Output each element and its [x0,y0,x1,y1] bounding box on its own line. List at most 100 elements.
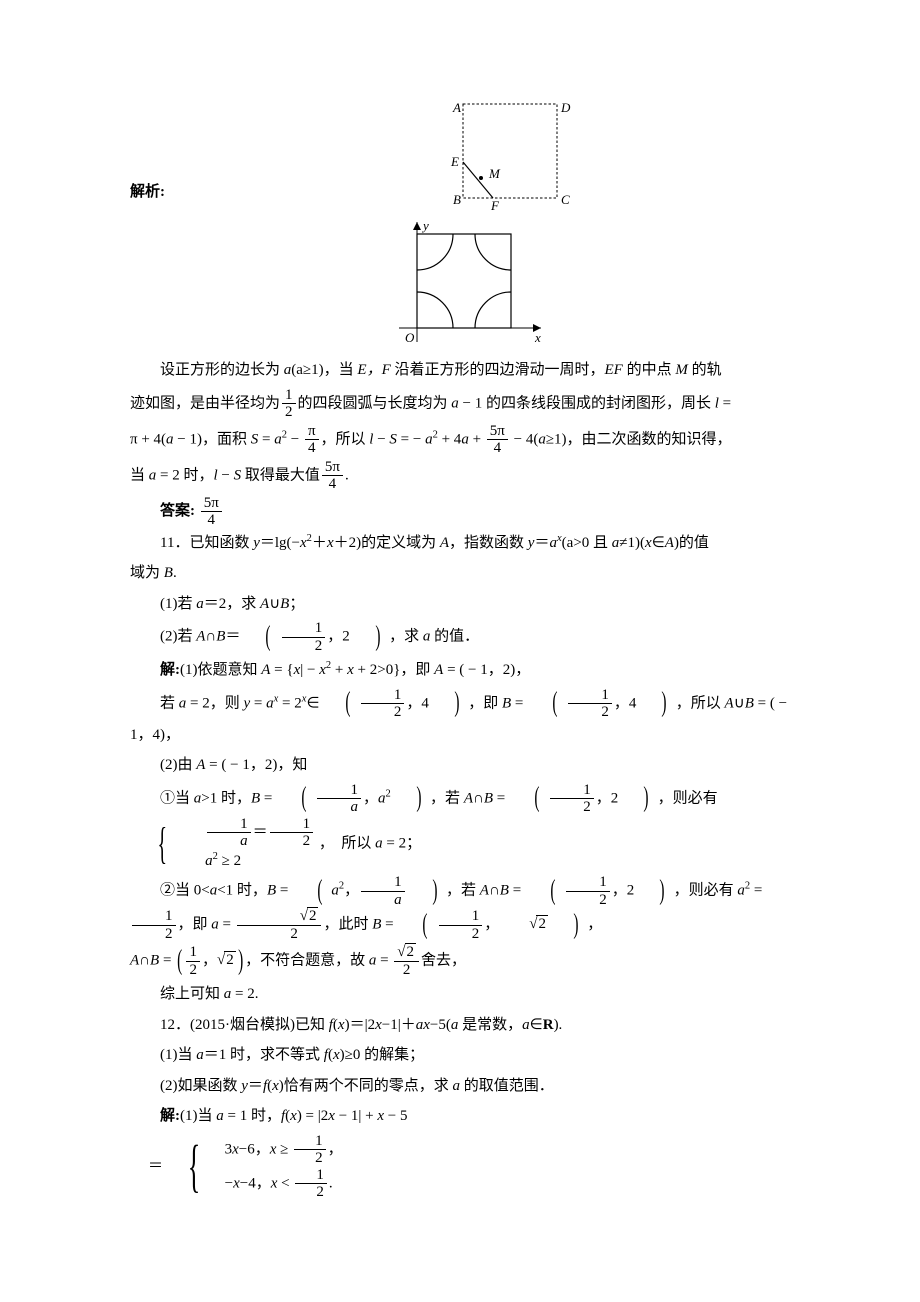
t: ， [587,916,602,932]
t: 舍去， [421,952,466,968]
t: A [434,662,443,678]
t: ). [554,1017,563,1033]
para-2: 迹如图，是由半径均为12的四段圆弧与长度均为 a − 1 的四条线段围成的封闭图… [130,387,810,421]
t: ①当 [160,790,194,806]
sol-7: 综上可知 a = 2. [130,980,810,1009]
t: )恰有两个不同的零点，求 [279,1078,453,1094]
sol12-1: 解:(1)当 a = 1 时，f(x) = |2x − 1| + x − 5 [130,1102,810,1131]
t: (2)如果函数 [160,1078,241,1094]
t: y [253,535,260,551]
t: ，若 [446,882,480,898]
d: 4 [487,440,508,457]
t: | − [300,662,319,678]
jie-label: 解: [160,662,180,678]
t: ∩ [205,628,216,644]
analysis-label: 解析: [130,178,210,213]
t: >0 且 [573,535,611,551]
t: 所以 [326,835,375,851]
answer-label: 答案: [130,497,195,526]
t: x [290,1108,297,1124]
q12-line1: 12．(2015·烟台模拟)已知 f(x)＝|2x−1|＋ax−5(a 是常数，… [130,1011,810,1040]
f: 12 [568,687,612,721]
t: − 4( [510,431,538,447]
sol-5: ②当 0<a<1 时，B = (a2，1a)，若 A∩B = (12，2)，则必… [130,874,810,942]
f: 12 [550,782,594,816]
cases-2: { 3x−6，x ≥ 12， −x−4，x < 12. [167,1133,343,1201]
t: A [665,535,674,551]
t: x [327,535,334,551]
t: EF [605,362,627,378]
t: x [645,535,652,551]
q12-part1: (1)当 a＝1 时，求不等式 f(x)≥0 的解集； [130,1041,810,1070]
figure1-row: 解析: A D B C E F M [130,100,810,212]
t: ＝lg(− [260,535,300,551]
n: 1 [282,387,296,405]
f: 12 [186,944,200,978]
jie-label-2: 解: [160,1108,180,1124]
sol-2: 若 a = 2，则 y = ax = 2x∈(12，4)，即 B = (12，4… [130,687,810,750]
t: − 1| + [335,1108,377,1124]
t: A [725,695,734,711]
f: 12 [439,908,483,942]
t: (a [291,362,303,378]
t: ，即 [468,695,502,711]
t: ) = |2 [297,1108,328,1124]
t: = 2 时， [156,467,213,483]
q11-part1: (1)若 a＝2，求 A∪B； [130,590,810,619]
t: ，则必有 [674,882,738,898]
svg-text:y: y [421,218,429,233]
t: = [493,790,509,806]
t: ，指数函数 [449,535,528,551]
t: ∩ [489,882,500,898]
t: a [274,431,282,447]
t: = 2. [231,986,258,1002]
t: ，所以 [321,431,370,447]
t: −5( [430,1017,451,1033]
t: a [375,835,383,851]
figure1-svg: A D B C E F M [445,100,575,212]
t: a [451,395,459,411]
t: a [211,916,219,932]
t: a [266,695,274,711]
sol12-cases: ＝ { 3x−6，x ≥ 12， −x−4，x < 12. [130,1133,810,1201]
t: ＋2)的定义域为 [334,535,440,551]
t: = 2； [383,835,421,851]
t: ∪ [734,695,745,711]
t: E，F [357,362,394,378]
f: 1a [317,782,361,816]
t: B [484,790,493,806]
t: − [287,431,303,447]
t: = 2 [278,695,301,711]
cases-1: { 1a＝12 a2 ≥ 2 [130,816,315,873]
t: B [500,882,509,898]
d: 4 [322,476,343,493]
t: − 1)，面积 [174,431,251,447]
t: ∈ [530,1017,543,1033]
t: 域为 [130,565,164,581]
t: ∈ [306,695,319,711]
t: )≥0 的解集； [340,1047,424,1063]
svg-text:B: B [453,192,461,207]
t: −1|＋ [382,1017,416,1033]
t: = ( − 1，2)，知 [205,757,307,773]
svg-text:F: F [490,198,500,212]
q11-part2: (2)若 A∩B＝(12，2)，求 a 的值． [130,620,810,654]
t: A [464,790,473,806]
t: = [258,431,274,447]
t: = 2，则 [186,695,243,711]
t: = [750,882,762,898]
t: >1 时， [201,790,251,806]
t: B [745,695,754,711]
svg-text:A: A [452,100,461,115]
t: = [159,952,175,968]
t: 沿着正方形的四边滑动一周时， [394,362,604,378]
t: ＝ [534,535,549,551]
n: 5π [487,423,508,441]
t: + 4 [438,431,461,447]
t: 综上可知 [160,986,224,1002]
para-4: 当 a = 2 时，l − S 取得最大值5π4. [130,459,810,493]
t: 当 [130,467,149,483]
t: A [130,952,139,968]
t: )＝|2 [345,1017,376,1033]
f: √22 [394,944,419,978]
